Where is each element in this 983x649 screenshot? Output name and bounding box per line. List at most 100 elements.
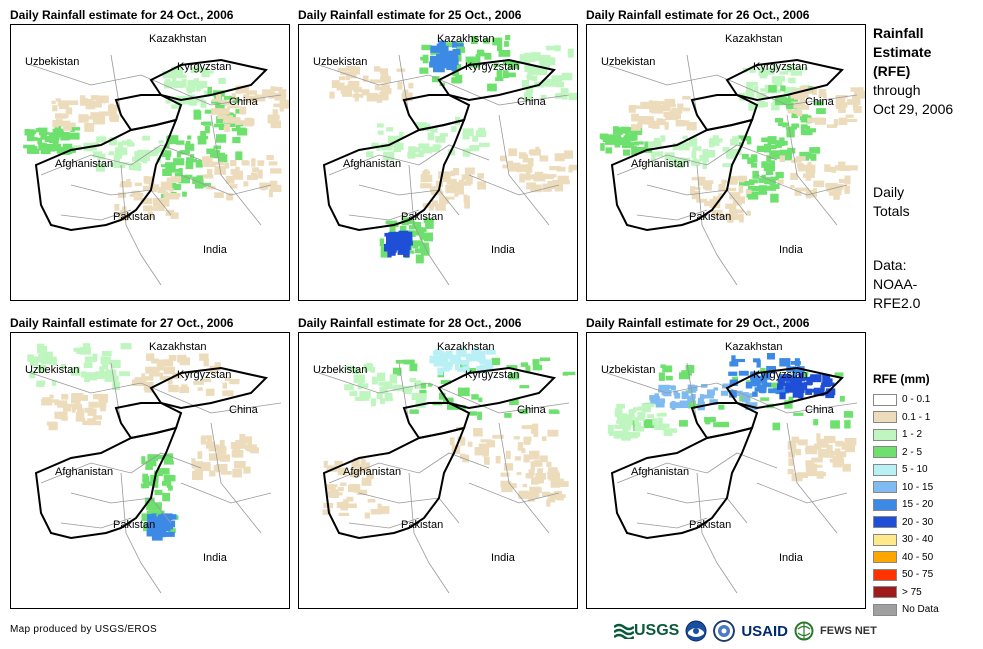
rainfall-cell [223, 115, 233, 123]
rainfall-cell [492, 37, 503, 46]
map-canvas [606, 353, 858, 594]
rainfall-cell [743, 180, 755, 186]
rainfall-cell [729, 214, 741, 221]
rainfall-cell [322, 509, 331, 515]
region-border [328, 452, 490, 484]
rainfall-cell [167, 376, 173, 385]
rainfall-cell [407, 151, 416, 159]
rainfall-cell [756, 145, 766, 152]
rainfall-cell [143, 481, 149, 489]
rainfall-cell [627, 144, 635, 148]
rainfall-cell [29, 370, 36, 379]
rainfall-cell [660, 135, 666, 142]
rainfall-cell [845, 114, 854, 118]
rainfall-cell [385, 220, 398, 225]
rainfall-cell [268, 161, 278, 166]
rainfall-cell [739, 142, 744, 146]
rainfall-cell [775, 171, 784, 179]
rainfall-cell [649, 104, 661, 113]
rainfall-cell [799, 97, 805, 106]
rainfall-cell [141, 483, 146, 489]
rainfall-cell [792, 370, 798, 380]
rainfall-cell [205, 388, 215, 396]
rainfall-cell [173, 158, 185, 166]
rainfall-cell [720, 390, 729, 396]
region-border [318, 372, 570, 414]
rainfall-cell [360, 458, 366, 465]
rainfall-cell [176, 140, 185, 145]
rainfall-cell [131, 162, 138, 171]
rainfall-cell [93, 393, 102, 400]
rainfall-cell [830, 420, 840, 429]
rainfall-cell [541, 436, 547, 441]
rainfall-cell [360, 383, 369, 388]
rainfall-cell [386, 235, 397, 244]
rainfall-cell [399, 131, 404, 140]
map-panel-25-oct: Daily Rainfall estimate for 25 Oct., 200… [298, 8, 578, 308]
rainfall-cell [637, 412, 646, 421]
rainfall-cell [557, 175, 569, 183]
rainfall-cell [797, 385, 802, 393]
rainfall-cell [91, 145, 97, 151]
rainfall-cell [187, 135, 192, 140]
rainfall-cell [145, 366, 157, 374]
kyrgyzstan-border [725, 366, 844, 410]
panel-title: Daily Rainfall estimate for 26 Oct., 200… [586, 8, 810, 22]
rainfall-cell [443, 365, 450, 372]
rainfall-cell [730, 138, 739, 146]
legend-swatch [873, 481, 897, 494]
rainfall-cell [47, 356, 57, 365]
usgs-wave-icon [614, 623, 634, 639]
rainfall-cell [634, 426, 645, 432]
map-label-kyrgyzstan: Kyrgyzstan [177, 61, 232, 73]
rainfall-cell [133, 196, 143, 201]
rainfall-cell [784, 400, 793, 409]
rainfall-cell [172, 77, 177, 84]
rainfall-cell [718, 193, 724, 199]
rainfall-cell [798, 164, 806, 172]
rainfall-cell [771, 102, 780, 111]
rainfall-cell [453, 168, 459, 176]
rainfall-cell [185, 160, 194, 170]
rainfall-cell [469, 64, 481, 68]
rainfall-cell [156, 372, 164, 377]
rainfall-cell [84, 123, 95, 132]
legend-item: 15 - 20 [873, 496, 939, 514]
rainfall-cell [451, 126, 457, 132]
rainfall-cell [419, 67, 429, 74]
rainfall-cell [665, 113, 670, 121]
rainfall-cell [457, 387, 470, 397]
rainfall-cell [411, 153, 421, 157]
rainfall-cell [158, 514, 167, 522]
rainfall-cell [170, 168, 179, 173]
rainfall-cell [243, 466, 251, 474]
rainfall-cell [655, 401, 665, 408]
rainfall-cell [177, 103, 182, 109]
rainfall-cell [115, 147, 123, 156]
rainfall-cell [805, 388, 813, 395]
rainfall-cell [614, 408, 623, 417]
rainfall-cell [826, 124, 837, 128]
rainfall-cell [147, 514, 156, 518]
usgs-text: USGS [634, 622, 680, 639]
rainfall-cell [508, 483, 517, 489]
rainfall-cell [142, 377, 152, 381]
rainfall-cell [634, 422, 642, 429]
rainfall-cell [491, 357, 501, 366]
rainfall-cell [337, 487, 344, 492]
rainfall-cell [376, 147, 381, 151]
rainfall-cell [704, 201, 715, 207]
rainfall-cell [797, 392, 804, 399]
rainfall-cell [722, 180, 728, 184]
rainfall-cell [440, 380, 451, 385]
rainfall-cell [791, 123, 800, 128]
rainfall-cell [739, 213, 744, 223]
rainfall-cell [834, 165, 844, 170]
rainfall-cell [231, 93, 236, 101]
rainfall-cell [752, 383, 759, 387]
map-label-kazakhstan: Kazakhstan [149, 33, 207, 45]
legend-swatch [873, 428, 897, 441]
rainfall-cell [456, 46, 466, 53]
rainfall-cell [562, 90, 568, 100]
rainfall-cell [656, 118, 663, 122]
